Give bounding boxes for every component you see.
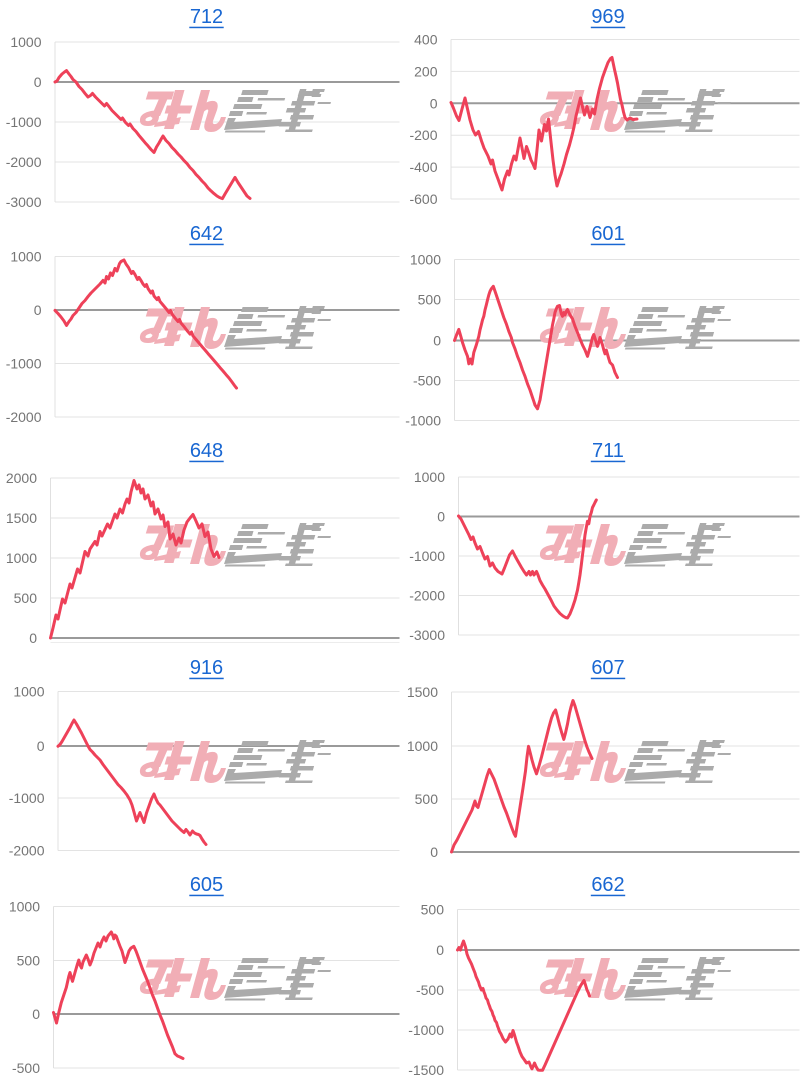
svg-text:2000: 2000 — [6, 470, 37, 486]
svg-text:601: 601 — [591, 223, 624, 245]
svg-text:1500: 1500 — [407, 684, 438, 700]
svg-text:-1500: -1500 — [408, 1062, 444, 1078]
svg-text:662: 662 — [591, 874, 624, 896]
svg-text:648: 648 — [190, 440, 223, 462]
svg-text:1000: 1000 — [13, 684, 44, 700]
svg-text:-2000: -2000 — [9, 843, 45, 859]
svg-text:-600: -600 — [409, 191, 437, 207]
svg-text:-1000: -1000 — [409, 548, 445, 564]
svg-text:969: 969 — [591, 6, 624, 28]
svg-text:-1000: -1000 — [6, 114, 42, 130]
svg-text:0: 0 — [37, 738, 45, 754]
svg-text:1000: 1000 — [407, 738, 438, 754]
svg-text:605: 605 — [190, 874, 223, 896]
svg-text:200: 200 — [414, 63, 438, 79]
svg-text:0: 0 — [34, 74, 42, 90]
svg-text:642: 642 — [190, 223, 223, 245]
svg-text:-500: -500 — [12, 1060, 40, 1076]
svg-text:0: 0 — [32, 1006, 40, 1022]
svg-text:0: 0 — [34, 302, 42, 318]
svg-text:-1000: -1000 — [405, 413, 441, 429]
svg-text:916: 916 — [190, 657, 223, 679]
svg-text:-1000: -1000 — [6, 356, 42, 372]
svg-text:0: 0 — [437, 509, 445, 525]
svg-text:1000: 1000 — [10, 249, 41, 265]
svg-text:0: 0 — [433, 333, 441, 349]
svg-text:500: 500 — [14, 590, 38, 606]
svg-text:1000: 1000 — [10, 34, 41, 50]
svg-text:0: 0 — [430, 95, 438, 111]
svg-text:500: 500 — [415, 791, 439, 807]
svg-text:1500: 1500 — [6, 510, 37, 526]
svg-text:1000: 1000 — [410, 252, 441, 268]
svg-text:-2000: -2000 — [6, 409, 42, 425]
svg-text:-500: -500 — [416, 982, 444, 998]
svg-text:0: 0 — [29, 630, 37, 646]
svg-text:-200: -200 — [409, 127, 437, 143]
svg-text:-3000: -3000 — [409, 627, 445, 643]
svg-text:-2000: -2000 — [6, 154, 42, 170]
svg-text:-500: -500 — [413, 373, 441, 389]
svg-text:0: 0 — [430, 844, 438, 860]
svg-text:-1000: -1000 — [408, 1022, 444, 1038]
svg-text:-3000: -3000 — [6, 194, 42, 210]
svg-text:712: 712 — [190, 6, 223, 28]
svg-text:1000: 1000 — [6, 550, 37, 566]
svg-text:-400: -400 — [409, 159, 437, 175]
svg-text:1000: 1000 — [414, 469, 445, 485]
svg-text:-1000: -1000 — [9, 790, 45, 806]
svg-text:500: 500 — [421, 902, 445, 918]
svg-text:0: 0 — [436, 942, 444, 958]
svg-text:607: 607 — [591, 657, 624, 679]
svg-text:-2000: -2000 — [409, 588, 445, 604]
svg-text:711: 711 — [592, 440, 624, 462]
svg-text:1000: 1000 — [9, 899, 40, 915]
svg-text:500: 500 — [418, 292, 442, 308]
svg-text:400: 400 — [414, 32, 438, 48]
svg-text:500: 500 — [17, 953, 41, 969]
